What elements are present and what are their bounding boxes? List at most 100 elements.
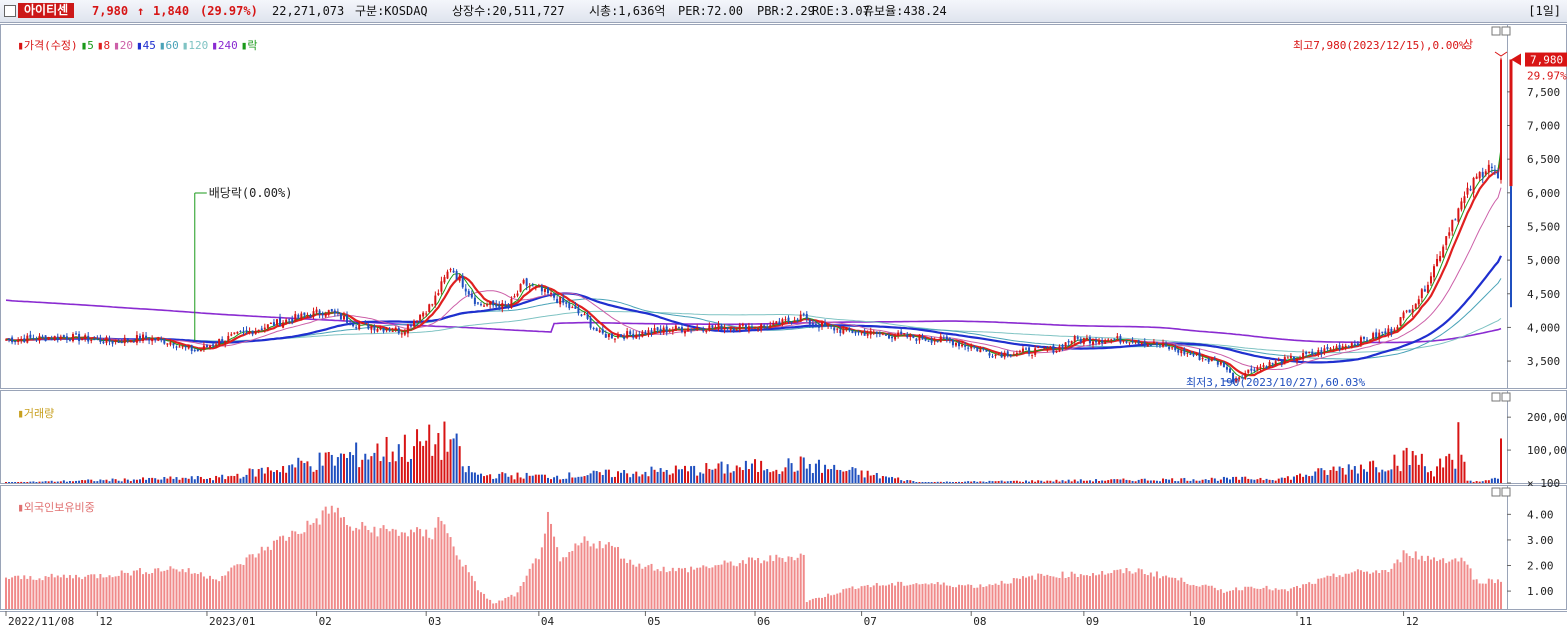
- legend-item[interactable]: ▮240: [211, 39, 238, 52]
- volume-bar: [556, 475, 559, 483]
- candle-body: [945, 336, 948, 340]
- candle: [1344, 343, 1347, 351]
- foreign-ratio-bar: [1082, 575, 1085, 609]
- candle: [531, 282, 534, 287]
- candle: [699, 328, 702, 331]
- candle: [1286, 355, 1289, 359]
- candle: [872, 329, 875, 336]
- volume-bar: [559, 479, 562, 483]
- foreign-ratio-bar: [875, 583, 878, 609]
- x-tick-label: 02: [319, 615, 332, 628]
- volume-bar: [434, 444, 437, 483]
- volume-bar: [358, 467, 361, 483]
- foreign-ratio-bar: [1088, 576, 1091, 609]
- candle-body: [403, 332, 406, 335]
- foreign-ratio-bar: [884, 585, 887, 609]
- candle: [461, 273, 464, 289]
- candle: [760, 323, 763, 333]
- period-selector[interactable]: [1일]: [1528, 4, 1561, 18]
- legend-item[interactable]: ▮120: [182, 39, 209, 52]
- candle: [976, 347, 979, 352]
- foreign-ratio-bar: [422, 536, 425, 609]
- foreign-ratio-bar: [982, 586, 985, 609]
- candle: [1162, 339, 1165, 348]
- foreign-ratio-bar: [455, 555, 458, 609]
- volume-bar: [1472, 481, 1475, 483]
- candle-body: [1073, 336, 1076, 342]
- foreign-ratio-bar: [65, 577, 68, 609]
- candle-body: [1082, 338, 1085, 344]
- foreign-ratio-bar: [1247, 586, 1250, 609]
- volume-bar: [693, 465, 696, 483]
- volume-bar: [1366, 471, 1369, 483]
- foreign-ratio-bar: [123, 572, 126, 609]
- candle-body: [817, 324, 820, 328]
- foreign-ratio-bar: [964, 585, 967, 609]
- candle-body: [367, 324, 370, 329]
- candle: [102, 338, 105, 345]
- candle: [297, 313, 300, 320]
- candle-body: [1238, 377, 1241, 380]
- candle-body: [793, 320, 796, 322]
- foreign-ratio-bar: [693, 569, 696, 609]
- candle-body: [327, 310, 330, 315]
- foreign-ratio-bar: [528, 568, 531, 609]
- candle: [1311, 348, 1314, 357]
- last-price-box: [1525, 52, 1567, 67]
- candle: [550, 290, 553, 298]
- legend-item[interactable]: ▮가격(수정): [17, 39, 77, 52]
- volume-bar: [787, 458, 790, 483]
- legend-item[interactable]: ▮5: [81, 39, 94, 52]
- volume-bar: [446, 451, 449, 483]
- candle: [1475, 173, 1478, 180]
- foreign-ratio-bar: [592, 543, 595, 609]
- foreign-ratio-bar: [242, 564, 245, 609]
- candle-body: [598, 330, 601, 333]
- candle: [595, 327, 598, 332]
- candle: [1052, 343, 1055, 355]
- candle: [842, 326, 845, 335]
- foreign-ratio-bar: [918, 584, 921, 609]
- stock-name[interactable]: 아이티센: [18, 3, 75, 18]
- volume-bar: [1378, 472, 1381, 483]
- legend-label: 45: [142, 39, 156, 52]
- volume-bar: [878, 478, 881, 483]
- foreign-ratio-bar: [1457, 561, 1460, 609]
- candle: [973, 345, 976, 350]
- legend-item[interactable]: ▮락: [241, 39, 258, 52]
- legend-item[interactable]: ▮20: [113, 39, 133, 52]
- candle-body: [683, 331, 686, 334]
- candle: [671, 326, 674, 335]
- volume-bar: [263, 473, 266, 483]
- candle: [275, 319, 278, 327]
- candle: [814, 321, 817, 328]
- candle: [1098, 337, 1101, 346]
- volume-bar: [824, 464, 827, 483]
- volume-bar: [1055, 479, 1058, 483]
- legend-item[interactable]: ▮8: [97, 39, 110, 52]
- volume-bar: [221, 474, 224, 483]
- candle: [632, 330, 635, 340]
- volume-bar: [659, 468, 662, 483]
- foreign-panel-maximize-icon: [1501, 487, 1511, 497]
- candle: [750, 323, 753, 329]
- volume-bar: [449, 439, 452, 483]
- candle-body: [269, 322, 272, 324]
- candle: [205, 343, 208, 348]
- candle: [824, 319, 827, 327]
- candle-body: [1317, 350, 1320, 356]
- candle-body: [370, 326, 373, 330]
- foreign-ratio-bar: [105, 577, 108, 609]
- select-checkbox[interactable]: [4, 5, 16, 17]
- foreign-ratio-bar: [1116, 569, 1119, 609]
- legend-item[interactable]: ▮60: [159, 39, 179, 52]
- foreign-ratio-bar: [199, 572, 202, 609]
- candle-body: [720, 325, 723, 331]
- candle-body: [71, 334, 74, 342]
- candle-body: [760, 324, 763, 331]
- volume-bar: [717, 463, 720, 483]
- legend-item[interactable]: ▮45: [136, 39, 156, 52]
- candle-body: [513, 296, 516, 298]
- candle-body: [245, 330, 248, 332]
